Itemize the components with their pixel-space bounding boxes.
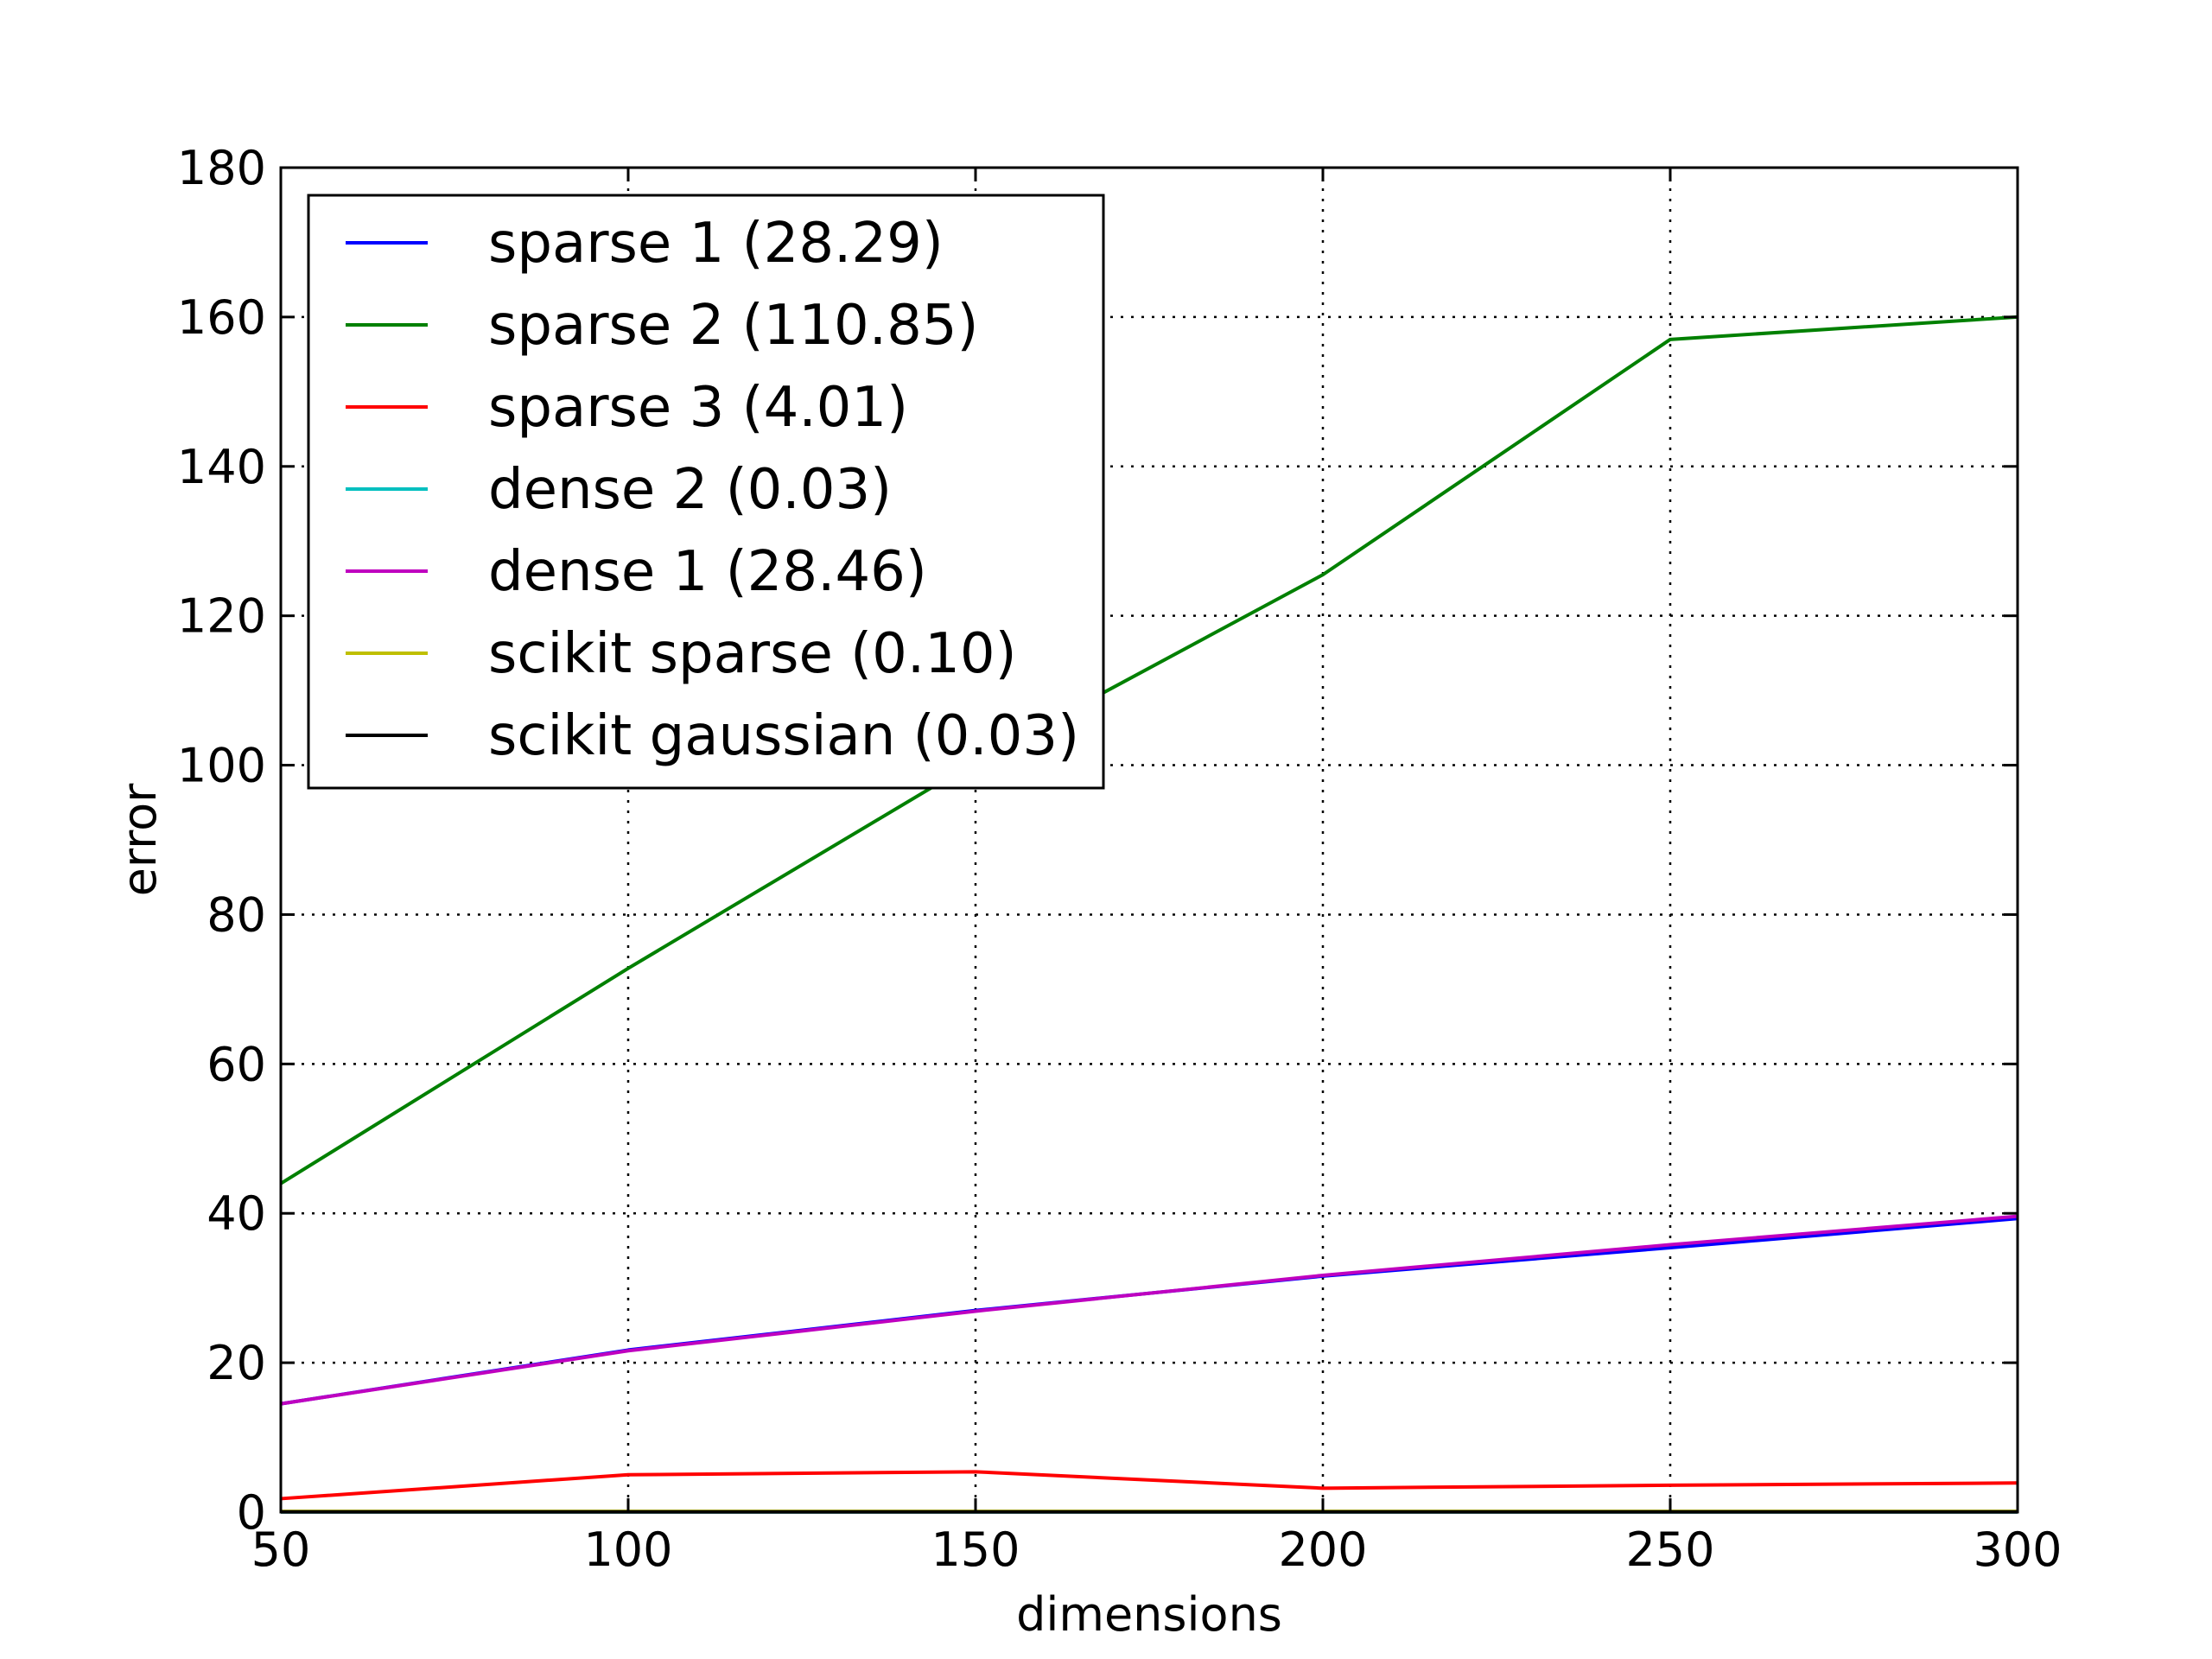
y-tick-label: 120	[177, 589, 266, 644]
y-tick-label: 60	[207, 1037, 266, 1091]
legend: sparse 1 (28.29) sparse 2 (110.85) sparse …	[307, 194, 1105, 790]
legend-label-scikit-sparse: scikit sparse (0.10)	[488, 622, 1017, 686]
legend-label-sparse-3: sparse 3 (4.01)	[488, 376, 908, 440]
series-line-dense-1	[280, 1214, 2018, 1406]
y-tick-label: 140	[177, 440, 266, 494]
y-tick-label: 40	[207, 1186, 266, 1241]
legend-label-sparse-2: sparse 2 (110.85)	[488, 294, 979, 358]
legend-label-scikit-gaussian: scikit gaussian (0.03)	[488, 704, 1079, 768]
x-tick-label: 100	[583, 1522, 672, 1577]
y-axis-label: error	[112, 783, 167, 897]
legend-items: sparse 1 (28.29) sparse 2 (110.85) sparse …	[346, 212, 1079, 768]
y-tick-label: 180	[177, 141, 266, 195]
legend-label-dense-2: dense 2 (0.03)	[488, 458, 892, 522]
legend-label-sparse-1: sparse 1 (28.29)	[488, 212, 944, 276]
x-tick-label: 200	[1278, 1522, 1367, 1577]
x-tick-label: 50	[251, 1522, 311, 1577]
y-tick-label: 20	[207, 1336, 266, 1390]
plot-frame	[279, 166, 2019, 1514]
y-tick-label: 80	[207, 887, 266, 942]
legend-label-dense-1: dense 1 (28.46)	[488, 540, 927, 604]
series-line-sparse-2	[279, 315, 2018, 1185]
y-tick-label: 160	[177, 290, 266, 345]
y-tick-label: 100	[177, 739, 266, 793]
grid	[281, 168, 2018, 1512]
x-axis-label: dimensions	[1016, 1587, 1282, 1642]
x-tick-label: 300	[1973, 1522, 2062, 1577]
series-line-sparse-3	[280, 1470, 2018, 1501]
tick-labels: 50 100 150 200 250 300 0 20 40 60 80 100 120 140 160 18…	[177, 141, 2063, 1577]
legend-box	[307, 194, 1105, 790]
ticks	[279, 166, 2019, 1514]
x-tick-label: 150	[931, 1522, 1020, 1577]
x-tick-label: 250	[1625, 1522, 1714, 1577]
y-tick-label: 0	[237, 1485, 266, 1540]
